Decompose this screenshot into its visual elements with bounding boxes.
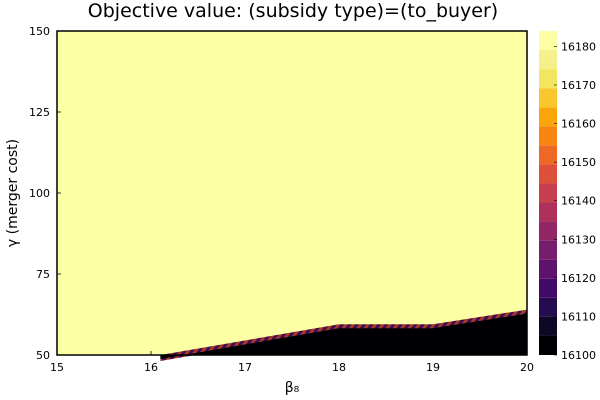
colorbar-segment xyxy=(539,183,557,203)
colorbar-segment xyxy=(539,50,557,70)
y-tick-label: 150 xyxy=(29,25,50,38)
colorbar-segment xyxy=(539,31,557,51)
colorbar-segment xyxy=(539,335,557,355)
colorbar-segment xyxy=(539,221,557,241)
x-tick-label: 20 xyxy=(520,361,534,374)
x-tick-label: 18 xyxy=(332,361,346,374)
colorbar-tick-label: 16120 xyxy=(561,272,596,285)
colorbar-tick-label: 16140 xyxy=(561,195,596,208)
colorbar-tick-label: 16100 xyxy=(561,349,596,362)
colorbar: 16100 16110 16120 16130 16140 16150 16160 16170… xyxy=(539,31,596,362)
colorbar-segment xyxy=(539,240,557,260)
colorbar-segment xyxy=(539,202,557,222)
colorbar-segment xyxy=(539,88,557,108)
colorbar-segment xyxy=(539,126,557,146)
x-tick-label: 15 xyxy=(50,361,64,374)
x-axis-label: β₈ xyxy=(285,380,300,396)
colorbar-segment xyxy=(539,316,557,336)
y-tick-label: 75 xyxy=(36,268,50,281)
y-axis-label: γ (merger cost) xyxy=(5,139,21,247)
colorbar-segment xyxy=(539,259,557,279)
y-tick-label: 50 xyxy=(36,349,50,362)
y-tick-label: 125 xyxy=(29,106,50,119)
colorbar-tick-label: 16160 xyxy=(561,118,596,131)
y-tick-label: 100 xyxy=(29,187,50,200)
x-axis-ticks: 15 16 17 18 19 20 xyxy=(50,351,534,374)
chart-title: Objective value: (subsidy type)=(to_buye… xyxy=(88,0,498,22)
high-value-region xyxy=(57,31,527,355)
colorbar-tick-label: 16150 xyxy=(561,156,596,169)
colorbar-tick-label: 16170 xyxy=(561,79,596,92)
colorbar-tick-label: 16110 xyxy=(561,310,596,323)
y-axis-ticks: 50 75 100 125 150 xyxy=(29,25,61,362)
x-tick-label: 17 xyxy=(238,361,252,374)
colorbar-segment xyxy=(539,164,557,184)
colorbar-segment xyxy=(539,297,557,317)
x-tick-label: 19 xyxy=(426,361,440,374)
low-value-region xyxy=(160,313,527,359)
colorbar-segment xyxy=(539,278,557,298)
colorbar-segment xyxy=(539,145,557,165)
colorbar-tick-label: 16180 xyxy=(561,40,596,53)
colorbar-segment xyxy=(539,107,557,127)
x-tick-label: 16 xyxy=(144,361,158,374)
plot-area xyxy=(56,30,528,361)
colorbar-segment xyxy=(539,69,557,89)
colorbar-tick-label: 16130 xyxy=(561,233,596,246)
